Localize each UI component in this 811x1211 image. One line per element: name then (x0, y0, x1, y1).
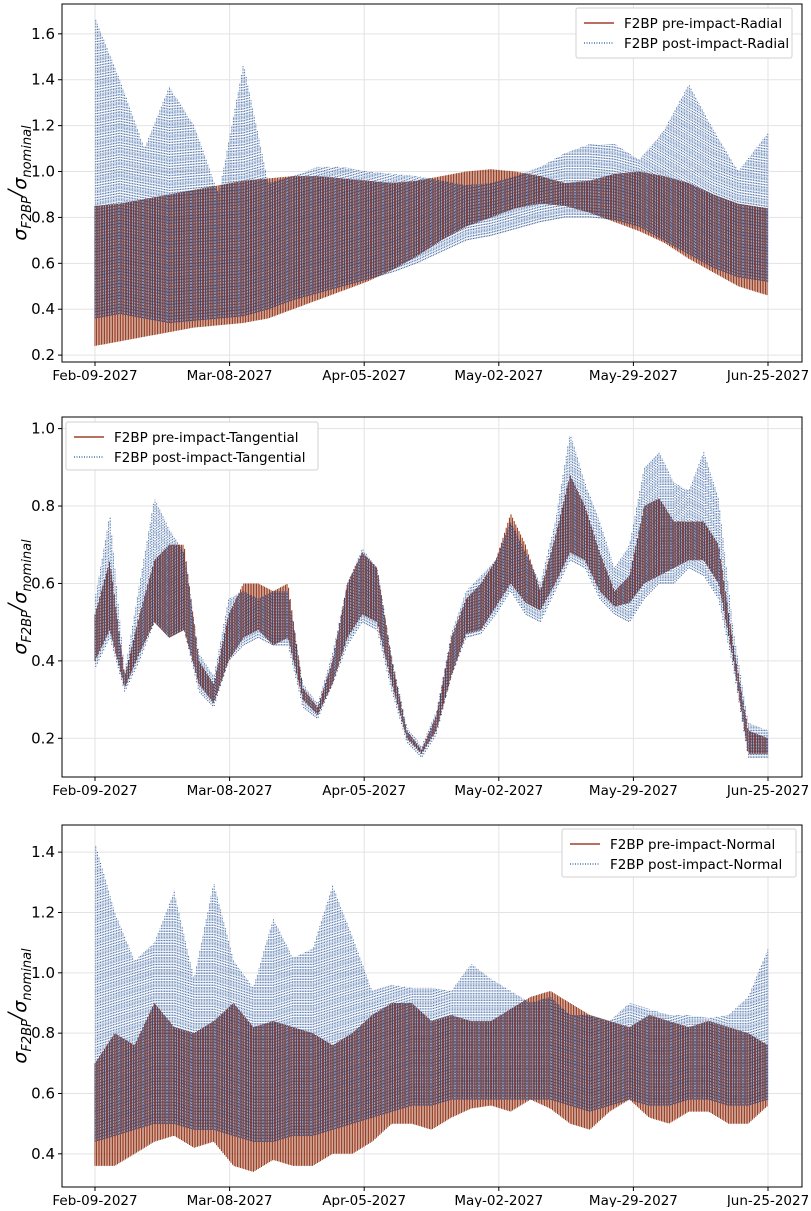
axes-frame (61, 3, 803, 363)
chart-panel-2: 0.2 0.4 0.6 0.8 1.0 Feb-09-2027 Mar-08-2027 Apr… (4, 416, 809, 799)
y-tick-label: 1.0 (31, 420, 55, 438)
legend-label: F2BP pre-impact-Radial (624, 16, 782, 32)
overlap-band (94, 997, 768, 1142)
plot-data (94, 845, 769, 1172)
y-tick-label: 1.4 (31, 843, 55, 861)
axes-frame (61, 416, 803, 778)
post-impact-band (95, 435, 769, 758)
y-tick-label: 0.8 (31, 497, 55, 515)
x-tick-label: Mar-08-2027 (187, 1193, 273, 1207)
x-tick-label: Feb-09-2027 (52, 1193, 137, 1207)
x-tick-label: May-02-2027 (454, 783, 543, 799)
x-tick-label: Apr-05-2027 (322, 368, 406, 384)
y-tick-label: 1.2 (31, 903, 55, 921)
x-tick-label: Jun-25-2027 (726, 783, 809, 799)
x-tick-label: Apr-05-2027 (322, 783, 406, 799)
legend-label: F2BP pre-impact-Tangential (114, 430, 298, 446)
plot-data (94, 435, 769, 758)
x-tick-label: May-02-2027 (454, 368, 543, 384)
legend-box (561, 828, 797, 878)
y-tick-label: 0.6 (31, 574, 55, 592)
y-tick-label: 0.8 (31, 208, 55, 226)
y-axis-label: σF2BP/σnominal (4, 125, 35, 241)
post-impact-band (95, 845, 769, 1142)
y-tick-label: 0.4 (31, 652, 55, 670)
legend-label: F2BP post-impact-Tangential (114, 450, 306, 466)
y-tick-label: 0.8 (31, 1024, 55, 1042)
post-impact-series (95, 845, 769, 1142)
axes-frame (61, 824, 803, 1188)
chart-panel-1: 0.2 0.4 0.6 0.8 1.0 1.2 1.4 1.6 Feb-09-2027 Mar-0… (4, 3, 809, 384)
x-tick-label: May-29-2027 (589, 1193, 678, 1207)
x-tick-label: Feb-09-2027 (52, 783, 137, 799)
x-tick-label: May-29-2027 (589, 368, 678, 384)
plot-data (94, 19, 769, 346)
y-tick-label: 1.6 (31, 25, 55, 43)
x-tick-label: May-29-2027 (589, 783, 678, 799)
legend: F2BP pre-impact-Normal F2BP post-impact-N… (561, 828, 797, 878)
y-tick-label: 1.2 (31, 117, 55, 135)
x-tick-label: Jun-25-2027 (726, 1193, 809, 1207)
legend: F2BP pre-impact-Radial F2BP post-impact-R… (575, 7, 793, 59)
x-tick-label: May-02-2027 (454, 1193, 543, 1207)
y-tick-label: 0.6 (31, 254, 55, 272)
x-tick-label: Mar-08-2027 (187, 783, 273, 799)
y-tick-label: 1.0 (31, 964, 55, 982)
overlap-band (94, 171, 768, 323)
y-axis-label: σF2BP/σnominal (4, 539, 35, 655)
post-impact-series (95, 435, 769, 758)
legend: F2BP pre-impact-Tangential F2BP post-impa… (65, 421, 319, 471)
y-tick-label: 0.6 (31, 1084, 55, 1102)
legend-box (575, 7, 793, 59)
y-tick-label: 0.2 (31, 346, 55, 364)
chart-panel-3: 0.4 0.6 0.8 1.0 1.2 1.4 Feb-09-2027 Mar-08-2027… (4, 824, 809, 1209)
legend-label: F2BP post-impact-Normal (610, 857, 782, 873)
y-tick-label: 1.4 (31, 71, 55, 89)
overlap-band (94, 475, 768, 754)
y-tick-label: 0.4 (31, 1145, 55, 1163)
y-axis-label: σF2BP/σnominal (4, 948, 35, 1064)
x-tick-label: Apr-05-2027 (322, 1193, 406, 1207)
y-tick-label: 1.0 (31, 163, 55, 181)
x-tick-label: Jun-25-2027 (726, 368, 809, 384)
y-tick-label: 0.4 (31, 300, 55, 318)
x-tick-label: Mar-08-2027 (187, 368, 273, 384)
x-tick-label: Feb-09-2027 (52, 368, 137, 384)
legend-label: F2BP pre-impact-Normal (610, 837, 775, 853)
y-tick-label: 0.2 (31, 729, 55, 747)
legend-box (65, 421, 319, 471)
legend-label: F2BP post-impact-Radial (624, 36, 789, 52)
